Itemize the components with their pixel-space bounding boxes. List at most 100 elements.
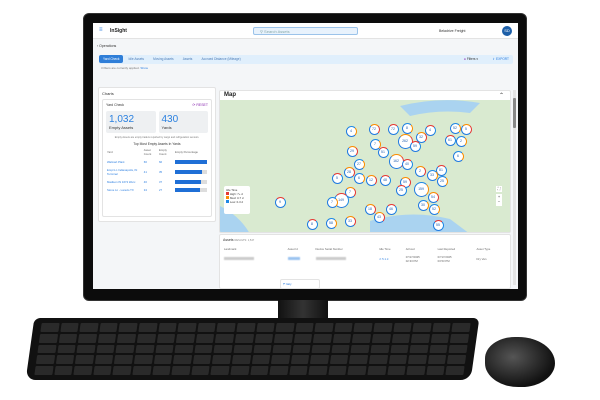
map-cluster[interactable]: 55 [432,219,444,231]
tab-idle-assets[interactable]: Idle Assets [128,57,144,61]
map-cluster[interactable]: 4 [345,125,357,137]
table-row[interactable]: ⏱ 5.1 d 07/17/2025 02:33 PM 07/17/2025 03:… [223,253,507,265]
keyboard-key [252,344,272,354]
map-cluster[interactable]: 25 [436,175,448,187]
table-row[interactable]: Empl Ln Indianapolis, IN Terminal 41 35 [106,166,208,178]
keyboard [25,318,480,380]
map-cluster[interactable]: 7 [326,196,338,208]
map-cluster[interactable]: 2 [455,135,467,147]
asset-id-blurred[interactable] [287,257,300,260]
search-input[interactable]: ⚲ Search Assets [253,27,358,35]
yard-name[interactable]: Empl Ln Indianapolis, IN Terminal [107,168,138,176]
map-cluster[interactable]: 28 [343,166,355,178]
map-cluster[interactable]: 51 [377,146,389,158]
map-cluster[interactable]: 30 [417,199,429,211]
map-cluster[interactable]: 52 [449,122,461,134]
map-cluster[interactable]: 7 [344,186,356,198]
map-cluster[interactable]: 6 [452,150,464,162]
keyboard-key [176,333,195,343]
legend-title: Idle Time [226,188,238,192]
yard-name[interactable]: Walmart Plant [107,160,125,164]
reset-button[interactable]: ⟳ RESET [192,103,208,107]
map-cluster[interactable]: 6 [353,172,365,184]
keyboard-key [58,333,78,343]
keyboard-key [40,323,60,332]
map-cluster[interactable]: 59 [409,140,421,152]
zoom-controls[interactable]: + − [496,194,502,206]
map-cluster[interactable]: 46 [385,203,397,215]
keyboard-key [132,366,152,375]
map-cluster[interactable]: 40 [401,158,413,170]
keyboard-key [55,355,75,365]
map-cluster[interactable]: 29 [346,145,358,157]
map-cluster[interactable]: 81 [435,164,447,176]
map-cluster[interactable]: 48 [379,174,391,186]
map-cluster[interactable]: 32 [415,131,427,143]
map-cluster[interactable]: 7 [369,138,381,150]
map-cluster[interactable]: 5 [331,172,343,184]
col-header[interactable]: Device Serial Number [315,247,343,251]
map-cluster[interactable]: 8 [401,122,413,134]
col-header[interactable]: Arrived [405,247,415,251]
map-cluster[interactable]: 43 [373,211,385,223]
map-cluster[interactable]: 25 [395,184,407,196]
keyboard-key [370,344,390,354]
tab-yard-check[interactable]: Yard Check [99,55,124,63]
tab-accrued-distance[interactable]: Accrued Distance (Mileage) [201,57,241,61]
map-cluster[interactable]: 54 [427,191,439,203]
keyboard-key [331,344,351,354]
fullscreen-icon[interactable]: ⛶ [496,186,502,192]
keyboard-key [427,355,447,365]
idle-time-value: 5.1 d [382,257,389,261]
keyboard-key [79,323,99,332]
keyboard-key [215,333,235,343]
map-cluster[interactable]: 33 [344,215,356,227]
breadcrumb[interactable]: ‹ Operations [97,44,117,48]
app-logo: InSight [110,28,127,34]
keyboard-key [234,333,254,343]
table-row[interactable]: Walmart Plant 66 66 [106,158,208,166]
map-panel[interactable]: 4 72 72 8 32 4 52 5 61 2 262 59 7 29 51 6 162 40 27 2 81 33 28… [219,90,511,233]
tab-assets[interactable]: Assets [182,57,193,61]
export-button[interactable]: ⇪ EXPORT [492,57,509,61]
map-cluster[interactable]: 2 [414,165,426,177]
menu-icon[interactable]: ≡ [99,27,103,33]
col-header[interactable]: Asset Id [287,247,298,251]
col-header[interactable]: Asset Type [476,247,491,251]
yard-name[interactable]: Stone Ln - Laredo TX [107,188,134,192]
map-cluster[interactable]: 12 [365,174,377,186]
table-row[interactable]: Madison IN 1672 Werx 46 37 [106,178,208,186]
map-cluster[interactable]: 58 [325,217,337,229]
keyboard-key [314,323,334,332]
avatar[interactable]: SD [502,26,512,36]
map-cluster[interactable]: 9 [274,196,286,208]
map-cluster[interactable]: 162 [388,153,404,169]
show-filters-link[interactable]: Show [140,66,148,70]
map-cluster[interactable]: 27 [353,158,365,170]
keyboard-key [53,366,73,375]
map-cluster[interactable]: 52 [428,203,440,215]
table-row[interactable]: Stone Ln - Laredo TX 34 27 [106,186,208,194]
map-cluster[interactable]: 72 [387,123,399,135]
table-title: Top Most Empty Assets In Yards [133,142,181,146]
map-cluster[interactable]: 4 [424,124,436,136]
tab-moving-assets[interactable]: Moving Assets [153,57,174,61]
map-cluster[interactable]: 33 [426,169,438,181]
map-cluster[interactable]: 72 [368,123,380,135]
asset-count: 46 [143,180,147,184]
collapse-icon[interactable]: ⌃ [498,93,504,99]
scrollbar[interactable] [513,90,516,285]
filters-button[interactable]: ● Filters ▾ [463,57,478,61]
col-header[interactable]: Last Reported [437,247,456,251]
keyboard-key [78,333,97,343]
keyboard-key [56,344,76,354]
col-header[interactable]: Idle Time [379,247,391,251]
keyboard-key [328,366,348,375]
map-cluster[interactable]: 18 [364,203,376,215]
map-cluster[interactable]: 5 [460,123,472,135]
map-cluster[interactable]: 61 [444,134,456,146]
col-header[interactable]: Landmark [224,247,237,251]
map-cluster[interactable]: 159 [413,181,429,197]
map-cluster[interactable]: 8 [306,218,318,230]
yard-name[interactable]: Madison IN 1672 Werx [107,180,136,184]
